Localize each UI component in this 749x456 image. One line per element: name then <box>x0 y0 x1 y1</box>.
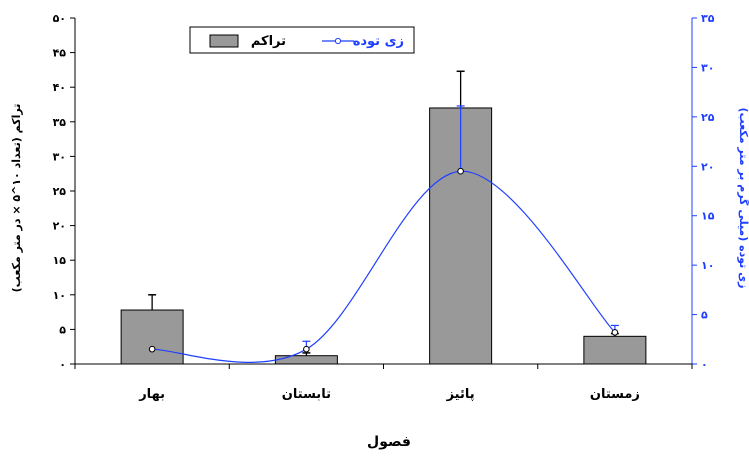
right-tick-label: ۲۵ <box>701 111 715 124</box>
line-point <box>457 167 464 175</box>
left-axis-label: تراکم (تعداد ۱۰^۵ × در متر مکعب) <box>10 104 23 293</box>
right-tick-label: ۵ <box>701 309 708 322</box>
right-axis-label: زی توده (میلی گرم بر متر مکعب) <box>737 107 749 288</box>
line-point <box>148 345 156 353</box>
right-tick-label: ۳۰ <box>701 61 714 74</box>
x-tick-label: زمستان <box>590 387 640 402</box>
right-tick-label: ۳۵ <box>701 12 715 25</box>
left-tick-label: ۰ <box>59 358 66 371</box>
left-tick-label: ۵ <box>59 323 66 336</box>
bar <box>274 355 338 365</box>
right-tick-label: ۱۰ <box>701 259 714 272</box>
bar <box>120 309 184 365</box>
left-tick-label: ۴۰ <box>53 81 66 94</box>
x-tick-label: بهار <box>138 387 165 402</box>
right-tick-label: ۱۵ <box>701 210 715 223</box>
legend: تراکم زی توده <box>189 26 415 54</box>
right-tick-label: ۰ <box>701 358 708 371</box>
bar <box>583 335 647 365</box>
series-line <box>152 170 616 363</box>
left-tick-label: ۵۰ <box>53 12 66 25</box>
line-point <box>611 329 619 336</box>
left-tick-label: ۲۵ <box>53 185 67 198</box>
left-tick-label: ۴۵ <box>53 47 67 60</box>
legend-bar-swatch <box>209 34 239 48</box>
right-tick-label: ۲۰ <box>701 160 714 173</box>
left-tick-label: ۳۰ <box>53 150 66 163</box>
left-tick-label: ۱۵ <box>53 254 67 267</box>
x-tick-label: پائیز <box>446 387 475 402</box>
legend-bar-label: تراکم <box>251 34 286 49</box>
left-tick-label: ۱۰ <box>53 289 66 302</box>
left-tick-label: ۲۰ <box>53 220 66 233</box>
legend-line-label: زی توده <box>353 34 404 49</box>
x-tick-label: تابستان <box>282 387 331 402</box>
left-tick-label: ۳۵ <box>53 116 67 129</box>
line-point <box>303 345 310 353</box>
legend-line-marker <box>334 37 342 45</box>
x-axis-label: فصول <box>367 434 411 450</box>
